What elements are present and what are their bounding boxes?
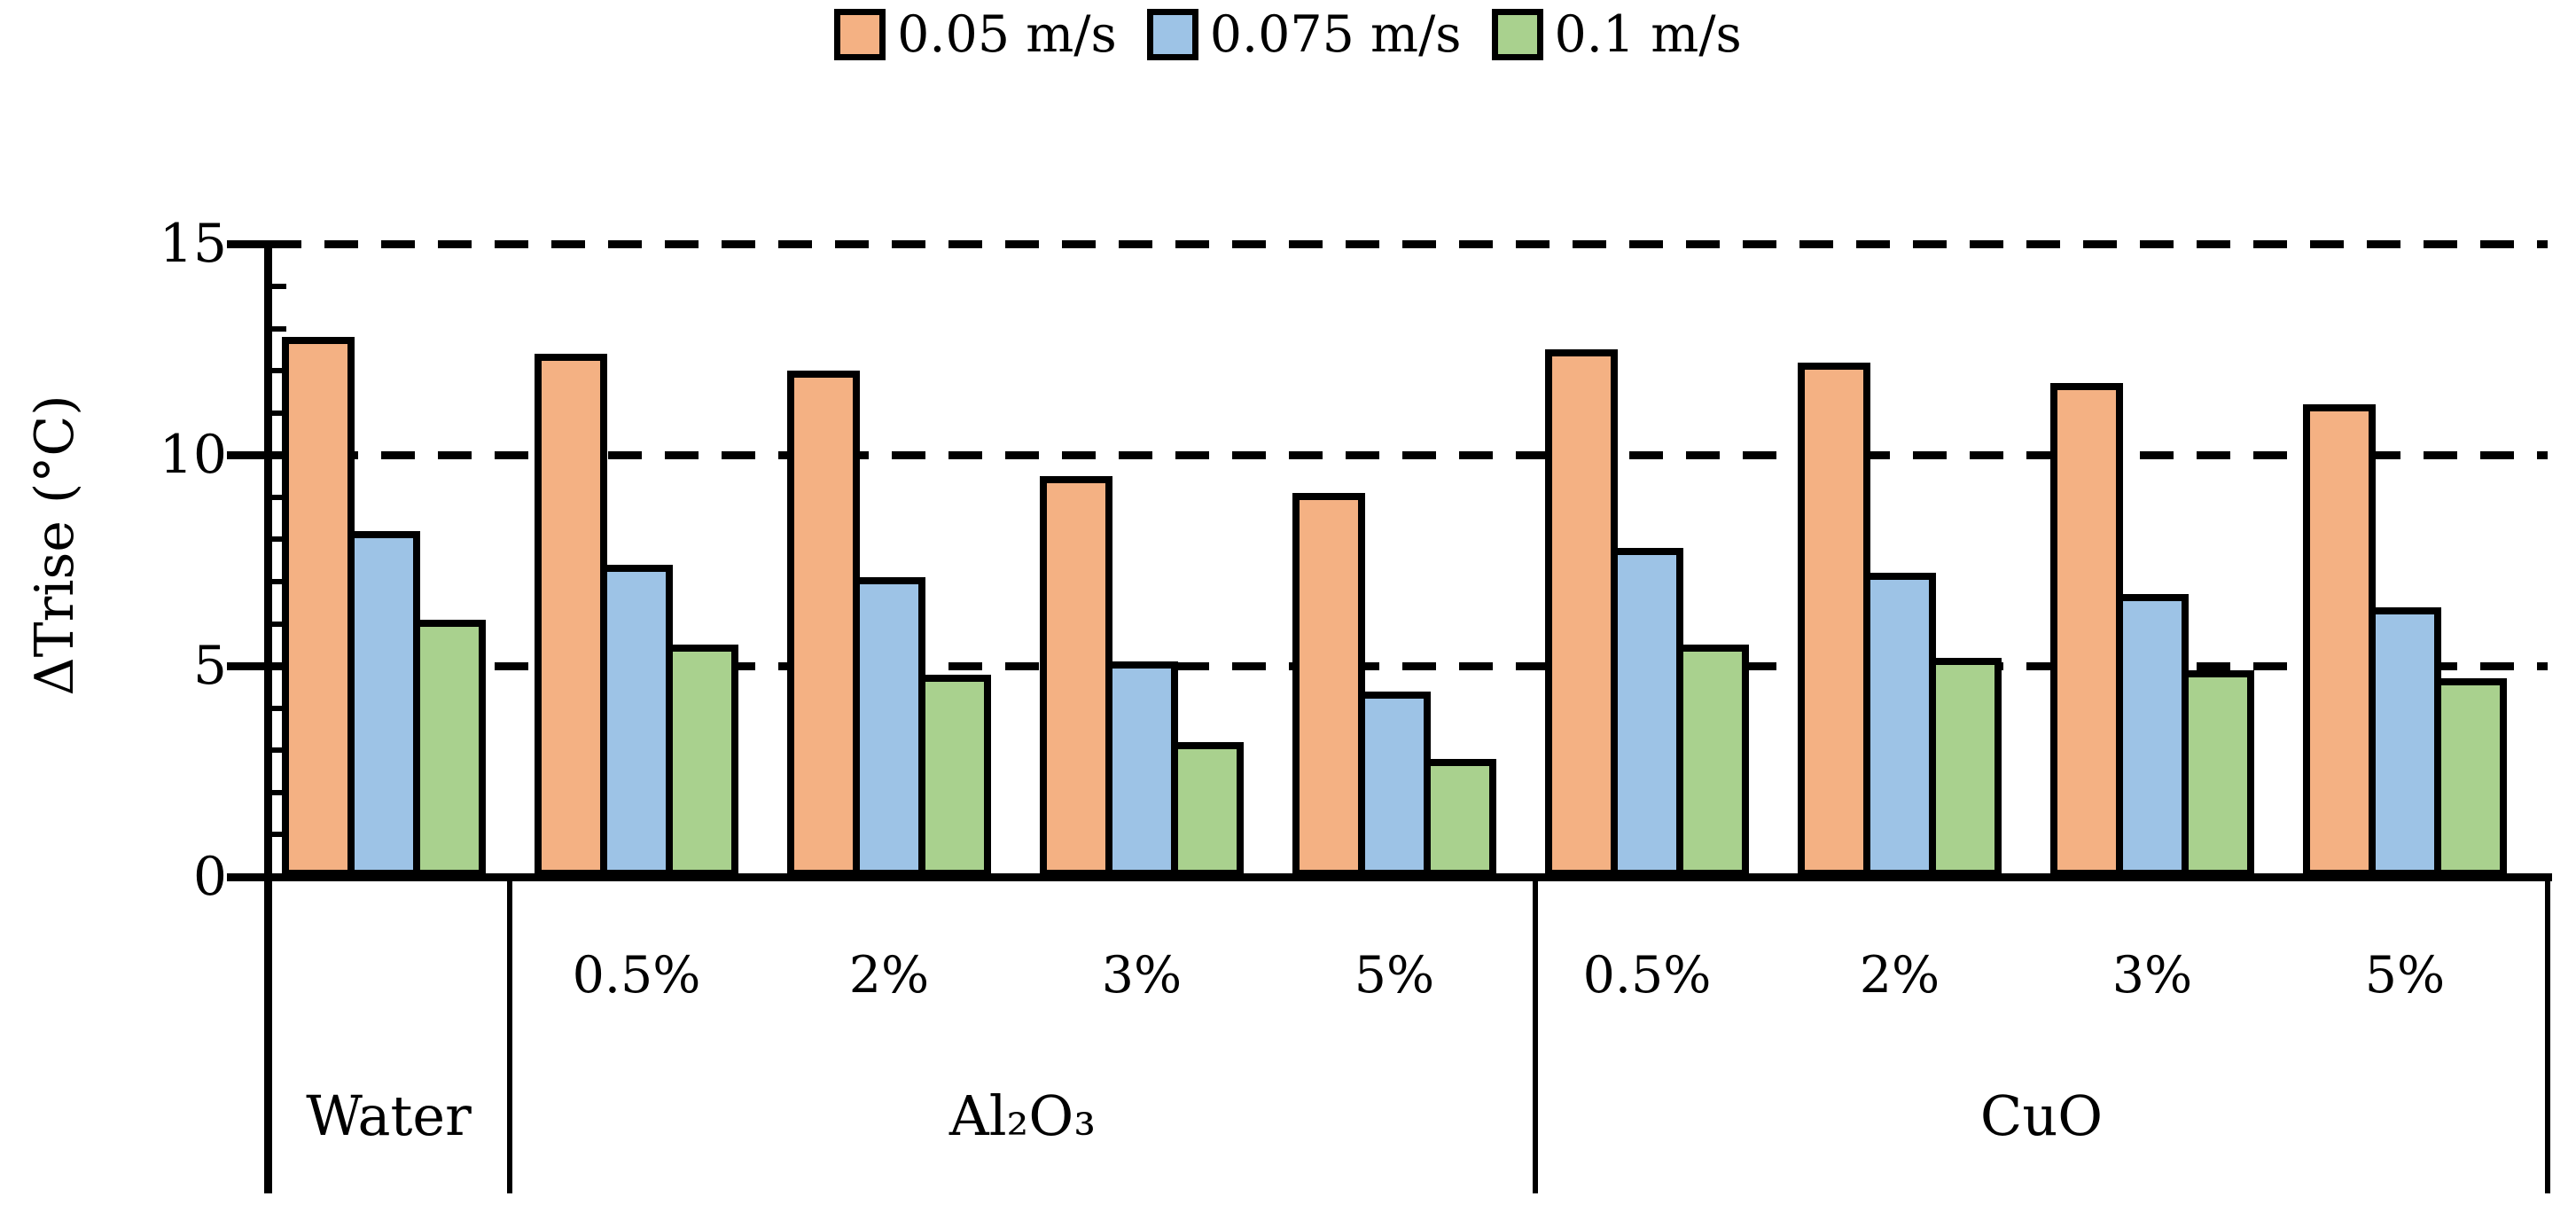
y-minor-tick (265, 410, 286, 416)
y-tick-label-10: 10 (159, 424, 227, 487)
bar-al₂o₃-3%-0.1m/s (1171, 741, 1244, 877)
bar-al₂o₃-0.5%-0.075m/s (600, 564, 673, 877)
fluid-label-alo: Al₂O₃ (948, 1083, 1097, 1148)
y-minor-tick (265, 789, 286, 795)
y-minor-tick (265, 494, 286, 500)
legend-swatch-0.075ms-icon (1146, 9, 1198, 60)
gridline-5 (268, 661, 2548, 670)
y-minor-tick (265, 705, 286, 711)
x-axis-baseline (263, 872, 2552, 881)
concentration-label-al₂o₃-2%: 2% (848, 946, 930, 1005)
bar-al₂o₃-3%-0.075m/s (1105, 661, 1178, 877)
bar-cuo-2%-0.05m/s (1798, 362, 1870, 877)
x-divider-3 (2545, 877, 2550, 1193)
y-minor-tick (265, 368, 286, 374)
bar-al₂o₃-3%-0.05m/s (1040, 476, 1112, 877)
bar-cuo-3%-0.1m/s (2182, 669, 2254, 877)
bar-al₂o₃-0.5%-0.05m/s (535, 354, 607, 877)
legend-swatch-0.05ms-icon (834, 9, 886, 60)
legend-item-0.05ms: 0.05 m/s (834, 9, 1117, 60)
bar-cuo-5%-0.075m/s (2369, 606, 2441, 877)
legend-swatch-0.1ms-icon (1491, 9, 1543, 60)
x-divider-1 (507, 877, 512, 1193)
bar-cuo-0.5%-0.075m/s (1611, 547, 1683, 877)
bar-al₂o₃-2%-0.075m/s (853, 577, 925, 877)
bar-water-0.1m/s (413, 619, 486, 877)
y-tick-label-5: 5 (192, 635, 227, 698)
x-divider-2 (1533, 877, 1538, 1193)
bar-al₂o₃-5%-0.075m/s (1358, 691, 1431, 877)
y-major-tick-0 (227, 872, 286, 881)
concentration-label-al₂o₃-5%: 5% (1354, 946, 1435, 1005)
bar-cuo-5%-0.05m/s (2303, 404, 2376, 877)
bar-cuo-2%-0.075m/s (1863, 573, 1936, 877)
y-minor-tick (265, 621, 286, 627)
concentration-label-cuo-3%: 3% (2112, 946, 2193, 1005)
y-major-tick-15 (227, 239, 286, 248)
bar-water-0.05m/s (282, 337, 355, 877)
concentration-label-al₂o₃-0.5%: 0.5% (572, 946, 701, 1005)
bar-al₂o₃-5%-0.05m/s (1292, 493, 1365, 877)
legend-item-0.075ms: 0.075 m/s (1146, 4, 1462, 64)
bar-al₂o₃-0.5%-0.1m/s (666, 645, 738, 877)
y-axis-line (263, 239, 272, 1193)
y-axis-title: ΔTrise (°C) (24, 395, 86, 696)
bar-water-0.075m/s (347, 530, 420, 877)
y-minor-tick (265, 325, 286, 332)
y-major-tick-10 (227, 450, 286, 459)
y-minor-tick (265, 747, 286, 754)
concentration-label-cuo-5%: 5% (2364, 946, 2446, 1005)
concentration-label-cuo-2%: 2% (1859, 946, 1940, 1005)
bar-cuo-0.5%-0.05m/s (1545, 349, 1618, 877)
concentration-label-cuo-0.5%: 0.5% (1582, 946, 1712, 1005)
concentration-label-al₂o₃-3%: 3% (1101, 946, 1183, 1005)
y-major-tick-5 (227, 661, 286, 670)
fluid-label-cuo: CuO (1979, 1083, 2104, 1148)
bar-cuo-3%-0.075m/s (2116, 594, 2189, 877)
y-minor-tick (265, 284, 286, 290)
y-tick-label-15: 15 (159, 213, 227, 276)
bar-al₂o₃-5%-0.1m/s (1424, 758, 1496, 877)
gridline-10 (268, 450, 2548, 459)
bar-cuo-3%-0.05m/s (2050, 383, 2123, 877)
fluid-label-water: Water (306, 1083, 472, 1148)
legend-label: 0.1 m/s (1554, 4, 1742, 64)
bar-al₂o₃-2%-0.1m/s (918, 674, 991, 877)
bar-cuo-2%-0.1m/s (1929, 657, 2002, 877)
legend-label: 0.05 m/s (897, 4, 1117, 64)
legend: 0.05 m/s 0.075 m/s 0.1 m/s (0, 4, 2576, 66)
bar-cuo-0.5%-0.1m/s (1676, 645, 1749, 877)
x-divider-0 (265, 877, 270, 1193)
gridline-15 (268, 239, 2548, 248)
legend-label: 0.075 m/s (1209, 4, 1462, 64)
y-minor-tick (265, 579, 286, 584)
bar-cuo-5%-0.1m/s (2434, 678, 2507, 877)
bar-al₂o₃-2%-0.05m/s (787, 371, 860, 877)
y-minor-tick (265, 536, 286, 543)
y-minor-tick (265, 832, 286, 838)
y-tick-label-0: 0 (192, 846, 227, 908)
legend-item-0.1ms: 0.1 m/s (1491, 4, 1742, 64)
